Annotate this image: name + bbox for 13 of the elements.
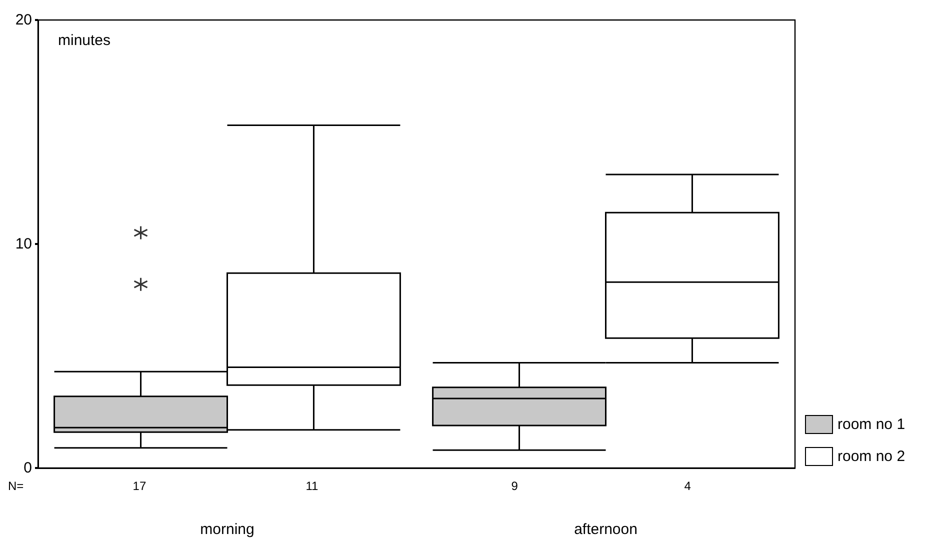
y-axis-title: minutes <box>58 32 111 49</box>
y-tick-label: 0 <box>24 460 32 476</box>
x-tick-label: afternoon <box>574 521 638 538</box>
text: 17 <box>132 479 146 493</box>
y-tick-label: 10 <box>15 236 32 252</box>
text: 4 <box>684 479 692 493</box>
x-tick-label: morning <box>200 521 254 538</box>
text: 9 <box>511 479 518 493</box>
legend-label: room no 2 <box>838 448 906 465</box>
legend-label: room no 1 <box>838 416 906 433</box>
y-tick-label: 20 <box>15 12 32 28</box>
text: N= <box>8 479 24 493</box>
text: 11 <box>306 479 319 493</box>
